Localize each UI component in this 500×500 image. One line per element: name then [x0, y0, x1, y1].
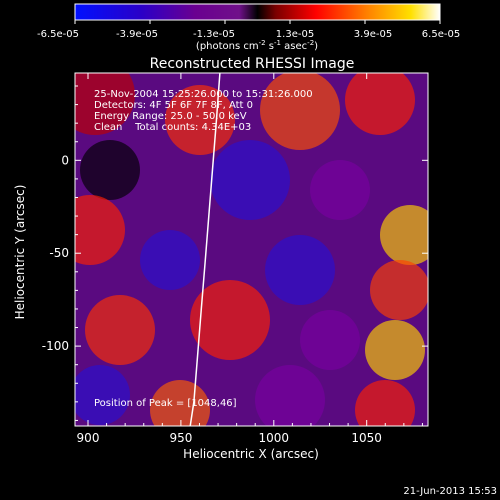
x-tick-label: 1000	[259, 431, 290, 445]
chart-title: Reconstructed RHESSI Image	[150, 56, 355, 72]
y-tick-label: 0	[61, 153, 69, 167]
limb-curve	[189, 73, 221, 426]
annotation-time: 25-Nov-2004 15:25:26.000 to 15:31:26.000	[94, 89, 313, 100]
colorbar-unit-label: (photons cm-2 s-1 asec-2)	[196, 39, 318, 52]
x-tick-label: 1050	[351, 431, 382, 445]
annotation-detectors: Detectors: 4F 5F 6F 7F 8F, Att 0	[94, 100, 253, 111]
x-axis-label: Heliocentric X (arcsec)	[183, 447, 319, 461]
x-tick-label: 950	[169, 431, 192, 445]
annotation-energy: Energy Range: 25.0 - 50.0 keV	[94, 111, 247, 122]
colorbar-tick-label: 6.5e-05	[422, 29, 460, 40]
axes: 900 950 1000 1050 0 -50 -100	[42, 73, 428, 445]
colorbar-ticks	[74, 20, 441, 24]
y-axis-label: Heliocentric Y (arcsec)	[13, 185, 27, 320]
plot-frame	[74, 72, 429, 427]
colorbar-tick-label: -3.9e-05	[116, 29, 158, 40]
colorbar	[74, 3, 441, 21]
colorbar-tick-label: 3.9e-05	[354, 29, 392, 40]
colorbar-tick-label: 1.3e-05	[276, 29, 314, 40]
y-tick-label: -50	[49, 246, 69, 260]
colorbar-tick-label: -6.5e-05	[37, 29, 79, 40]
heatmap-image	[75, 73, 428, 426]
colorbar-tick-label: -1.3e-05	[193, 29, 235, 40]
x-tick-label: 900	[77, 431, 100, 445]
peak-position-label: Position of Peak = [1048,46]	[94, 398, 237, 409]
footer-date: 21-Jun-2013 15:53	[403, 486, 497, 497]
annotation-counts: Clean Total counts: 4.34E+03	[94, 122, 251, 133]
y-tick-label: -100	[42, 339, 69, 353]
